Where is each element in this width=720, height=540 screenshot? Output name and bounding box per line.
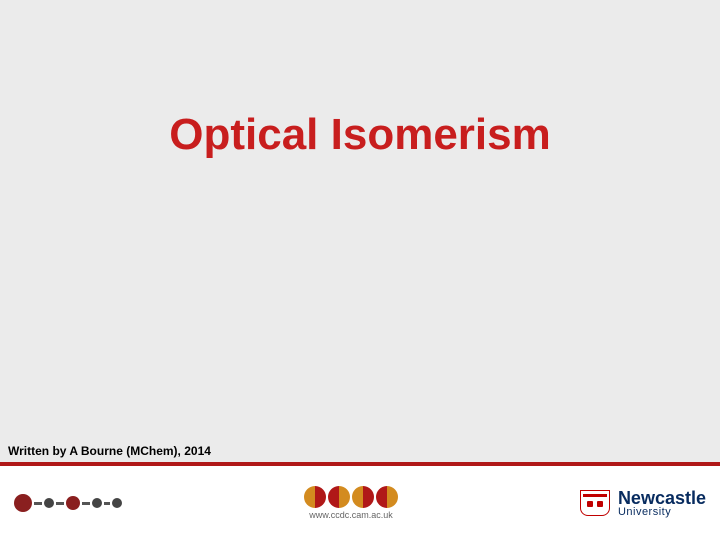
ccdc-shapes: [304, 486, 398, 508]
atom-icon: [14, 494, 32, 512]
ccdc-shape-icon: [304, 486, 326, 508]
bond-icon: [56, 502, 64, 505]
atom-icon: [112, 498, 122, 508]
university-name: Newcastle: [618, 489, 706, 507]
ccdc-url: www.ccdc.cam.ac.uk: [309, 510, 393, 520]
university-logo: Newcastle University: [580, 489, 706, 518]
ccdc-logo: www.ccdc.cam.ac.uk: [304, 486, 398, 520]
crest-icon: [580, 490, 610, 516]
molecule-logo: [14, 494, 122, 512]
atom-icon: [92, 498, 102, 508]
atom-icon: [44, 498, 54, 508]
slide: Optical Isomerism Written by A Bourne (M…: [0, 0, 720, 540]
ccdc-shape-icon: [352, 486, 374, 508]
slide-title: Optical Isomerism: [0, 110, 720, 160]
bond-icon: [104, 502, 110, 505]
footer: www.ccdc.cam.ac.uk Newcastle University: [0, 466, 720, 540]
atom-icon: [66, 496, 80, 510]
ccdc-shape-icon: [328, 486, 350, 508]
author-line: Written by A Bourne (MChem), 2014: [8, 444, 211, 458]
university-subtitle: University: [618, 507, 706, 518]
bond-icon: [34, 502, 42, 505]
bond-icon: [82, 502, 90, 505]
ccdc-shape-icon: [376, 486, 398, 508]
university-text: Newcastle University: [618, 489, 706, 518]
